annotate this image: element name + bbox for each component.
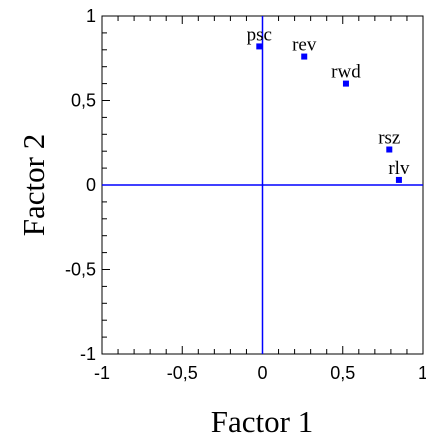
reference-lines (102, 16, 423, 354)
x-tick-label: 0 (257, 363, 267, 383)
y-tick-label: 0 (86, 175, 96, 195)
y-axis-title: Factor 2 (16, 134, 51, 236)
point-label-rlv: rlv (388, 158, 410, 179)
x-tick-label: -0,5 (167, 363, 198, 383)
point-marker-rsz (386, 146, 393, 153)
tick-labels: -1 -0,5 0 0,5 1 -1 -0,5 0 0,5 1 (65, 6, 426, 383)
y-tick-label: -1 (80, 344, 96, 364)
point-marker-rev (301, 53, 308, 60)
point-label-rev: rev (292, 35, 317, 56)
point-label-rsz: rsz (378, 128, 400, 149)
x-tick-label: 1 (418, 363, 426, 383)
x-axis-title: Factor 1 (211, 404, 313, 439)
point-label-rwd: rwd (331, 62, 361, 83)
point-label-psc: psc (247, 24, 272, 45)
x-tick-label: 0,5 (330, 363, 355, 383)
point-marker-psc (256, 43, 263, 50)
point-marker-rwd (342, 80, 349, 87)
y-tick-label: 0,5 (71, 91, 96, 111)
y-tick-label: -0,5 (65, 260, 96, 280)
point-marker-rlv (395, 176, 402, 183)
y-tick-label: 1 (86, 6, 96, 26)
x-tick-label: -1 (94, 363, 110, 383)
